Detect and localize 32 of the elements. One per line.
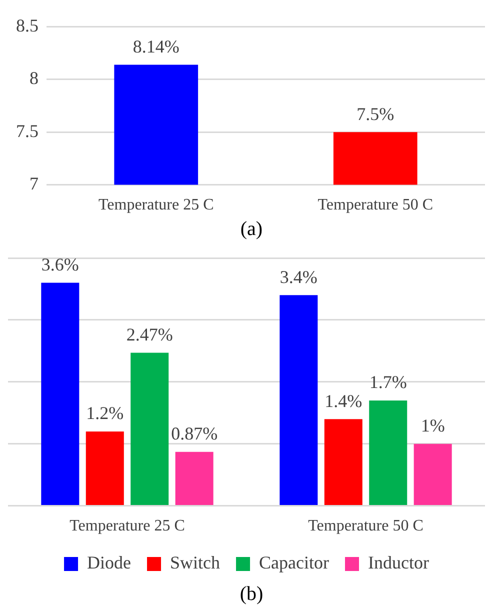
data-label: 0.87% [171,424,218,444]
bar [41,282,80,506]
legend-label: Inductor [368,552,429,573]
bar [369,400,408,506]
y-tick-label: 8 [30,68,38,88]
x-tick-label: Temperature 50 C [318,196,434,214]
x-tick-label: Temperature 25 C [70,518,185,535]
bar [280,295,318,506]
bar [175,452,214,506]
x-tick-label: Temperature 50 C [308,518,424,535]
bar [130,352,169,506]
legend-label: Switch [170,552,220,573]
y-tick-label: 7.5 [16,120,38,141]
data-label: 1.7% [369,372,407,392]
text: (b) [238,583,264,607]
legend-label: Diode [87,552,132,573]
data-label: 7.5% [356,104,394,124]
legend-label: Capacitor [259,552,330,573]
data-label: 8.14% [132,36,180,56]
x-tick-label: Temperature 25 C [98,196,214,214]
data-label: 3.4% [280,266,318,287]
y-tick-label: 8.5 [16,16,38,36]
data-label: 1.2% [86,403,124,424]
data-label: 1.4% [324,390,362,411]
bar [414,444,452,506]
bar [324,419,362,506]
data-label: 2.47% [126,324,173,345]
data-label: 1% [420,416,445,436]
text: (a) [239,218,264,242]
y-tick-label: 7 [30,174,38,194]
data-label: 3.6% [41,254,79,275]
bar [86,431,124,506]
